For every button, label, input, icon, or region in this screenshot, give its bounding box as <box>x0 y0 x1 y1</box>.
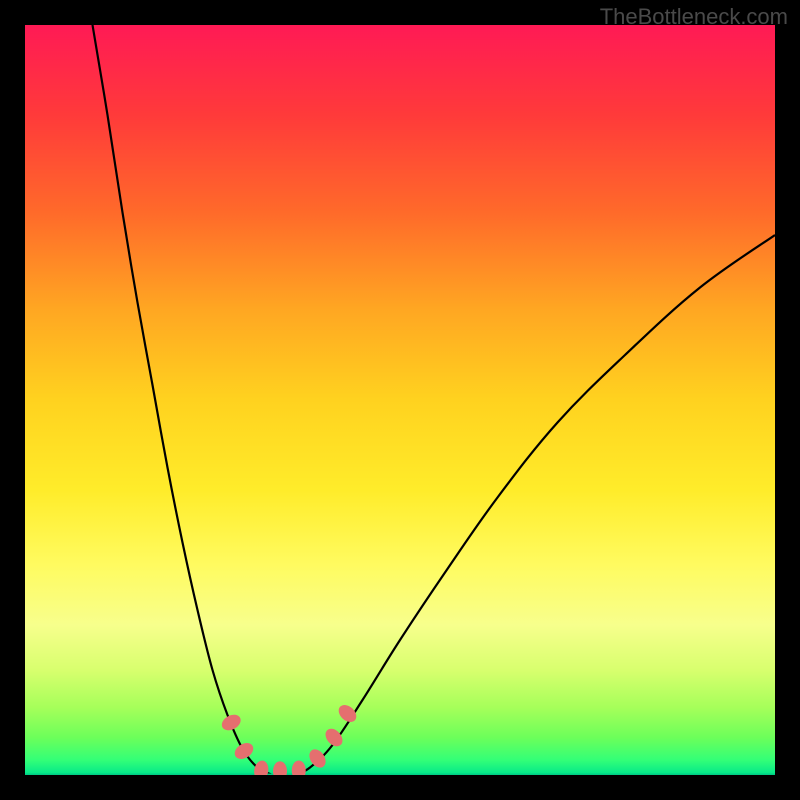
chart-canvas: TheBottleneck.com <box>0 0 800 800</box>
watermark-text: TheBottleneck.com <box>600 4 788 30</box>
plot-svg <box>25 25 775 775</box>
plot-area <box>25 25 775 775</box>
gradient-background <box>25 25 775 775</box>
